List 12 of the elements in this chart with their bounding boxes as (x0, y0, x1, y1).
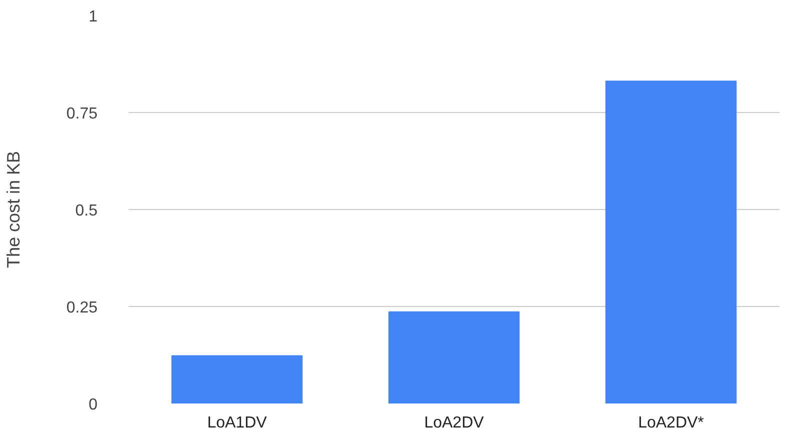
y-tick-label: 0.75 (66, 106, 98, 122)
bar (605, 80, 737, 404)
x-tick-label: LoA2DV (424, 414, 484, 432)
y-tick-label: 0.5 (75, 202, 98, 220)
y-tick-label: 0.25 (66, 300, 98, 316)
x-tick-label: LoA2DV* (638, 414, 704, 432)
y-tick-label: 0 (88, 396, 98, 414)
y-tick-label: 1 (88, 8, 98, 26)
bar (388, 311, 520, 404)
bar (171, 355, 303, 404)
y-axis-title: The cost in KB (3, 150, 24, 268)
x-tick-label: LoA1DV (207, 414, 268, 432)
